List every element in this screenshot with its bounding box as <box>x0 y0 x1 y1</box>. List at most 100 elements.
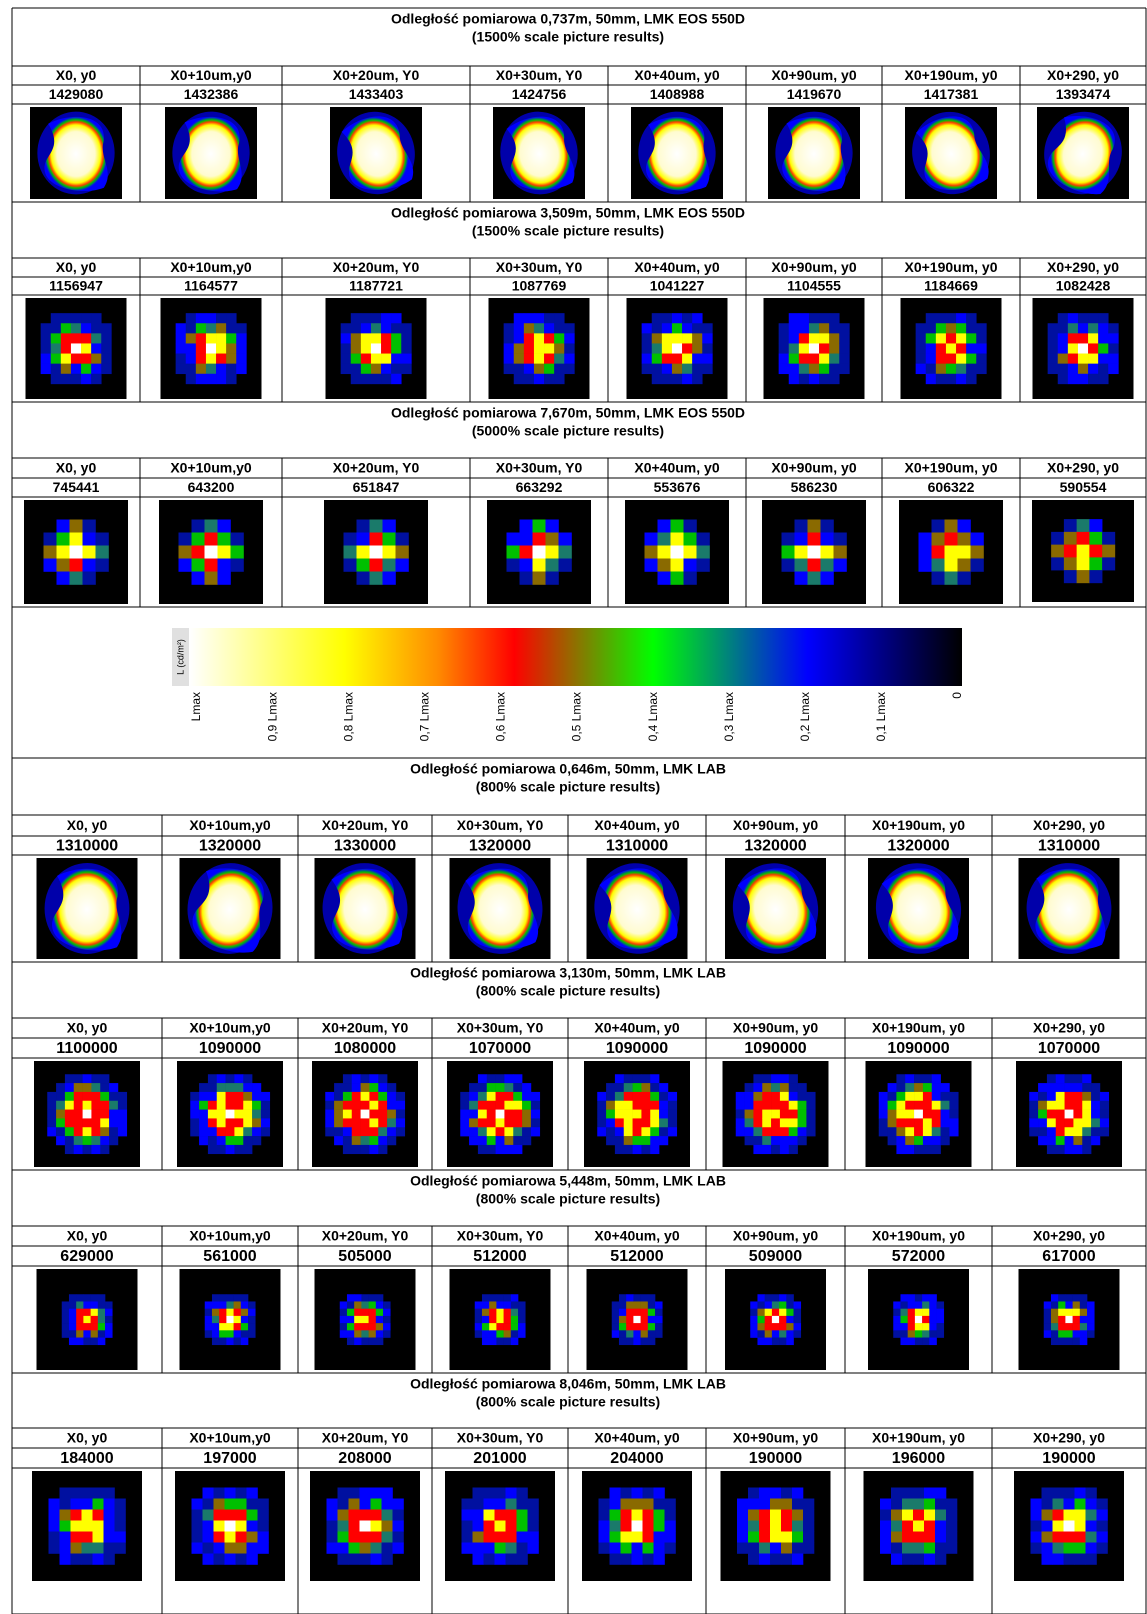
pixel <box>69 1323 77 1331</box>
pixel <box>205 520 218 533</box>
measured-value: 1320000 <box>887 838 949 855</box>
pixel <box>659 1101 668 1110</box>
pixel <box>932 1118 941 1127</box>
pixel <box>923 1083 932 1092</box>
pixel <box>205 546 218 559</box>
pixel <box>936 364 946 374</box>
pixel <box>597 1101 606 1110</box>
pixel <box>518 1301 526 1309</box>
pixel <box>482 1330 490 1338</box>
pixel <box>44 559 57 572</box>
pixel <box>234 1127 243 1136</box>
pixel <box>74 1118 83 1127</box>
measured-value: 1320000 <box>469 838 531 855</box>
pixel <box>900 1294 908 1302</box>
pixel <box>946 364 956 374</box>
pixel <box>381 333 391 343</box>
section-title: Odległość pomiarowa 3,509m, 50mm, LMK EO… <box>391 205 745 221</box>
pixel <box>1065 1101 1074 1110</box>
pixel <box>913 1499 924 1510</box>
pixel <box>478 1136 487 1145</box>
pixel <box>469 1083 478 1092</box>
pixel <box>799 343 809 353</box>
pixel <box>91 343 101 353</box>
measured-value: 190000 <box>1042 1450 1095 1467</box>
pixel <box>93 1532 104 1543</box>
pixel <box>936 323 946 333</box>
pixel <box>1073 1294 1081 1302</box>
pixel <box>750 1316 758 1324</box>
pixel <box>381 354 391 364</box>
pixel <box>71 1521 82 1532</box>
pixel <box>354 1294 362 1302</box>
pixel <box>1088 343 1098 353</box>
pixel <box>606 1136 615 1145</box>
pixel <box>662 364 672 374</box>
pixel <box>1058 1338 1066 1346</box>
pixel <box>779 333 789 343</box>
pixel <box>504 343 514 353</box>
page: Odległość pomiarowa 0,737m, 50mm, LMK EO… <box>0 0 1147 1614</box>
pixel <box>340 1330 348 1338</box>
pixel <box>779 354 789 364</box>
pixel <box>522 1092 531 1101</box>
pixel <box>496 1074 505 1083</box>
pixel <box>1053 1488 1064 1499</box>
pixel <box>192 546 205 559</box>
pixel <box>780 1127 789 1136</box>
pixel <box>387 1101 396 1110</box>
pixel <box>914 1083 923 1092</box>
pixel <box>632 1543 643 1554</box>
pixel <box>1097 1499 1108 1510</box>
pixel <box>633 1338 641 1346</box>
pixel <box>343 1083 352 1092</box>
pixel <box>196 323 206 333</box>
pixel <box>98 1316 106 1324</box>
pixel <box>1056 1101 1065 1110</box>
pixel <box>922 1323 930 1331</box>
pixel <box>779 1294 787 1302</box>
pixel <box>378 1127 387 1136</box>
pixel <box>504 1127 513 1136</box>
pixel <box>1082 1101 1091 1110</box>
pixel <box>633 1127 642 1136</box>
pixel <box>199 1127 208 1136</box>
pixel <box>759 1543 770 1554</box>
pixel <box>524 354 534 364</box>
pixel <box>100 1074 109 1083</box>
pixel <box>528 1543 539 1554</box>
pixel <box>460 1110 469 1119</box>
pixel <box>74 1092 83 1101</box>
pixel <box>642 364 652 374</box>
pixel <box>1080 1316 1088 1324</box>
pixel <box>610 1510 621 1521</box>
pixel <box>217 1136 226 1145</box>
column-header: X0+90um, y0 <box>733 817 818 833</box>
pixel <box>1082 1136 1091 1145</box>
pixel <box>234 1145 243 1154</box>
pixel <box>226 1330 234 1338</box>
pixel <box>1087 1330 1095 1338</box>
measured-value: 745441 <box>53 479 100 495</box>
pixel <box>915 1330 923 1338</box>
pixel <box>684 546 697 559</box>
pixel <box>496 1136 505 1145</box>
pixel <box>478 1118 487 1127</box>
colorbar-tick-label: 0,1 Lmax <box>874 692 888 741</box>
pixel <box>750 1323 758 1331</box>
pixel <box>236 333 246 343</box>
column-header: X0+10um,y0 <box>189 1020 271 1036</box>
pixel <box>241 1338 249 1346</box>
colorbar-tick-label: Lmax <box>189 692 203 721</box>
pixel <box>340 1316 348 1324</box>
pixel <box>757 1301 765 1309</box>
pixel <box>672 323 682 333</box>
pixel <box>258 1532 269 1543</box>
pixel <box>352 1101 361 1110</box>
pixel <box>1087 1309 1095 1317</box>
pixel <box>966 364 976 374</box>
pixel <box>186 323 196 333</box>
pixel <box>1078 374 1088 384</box>
pixel <box>624 1127 633 1136</box>
pixel <box>926 354 936 364</box>
